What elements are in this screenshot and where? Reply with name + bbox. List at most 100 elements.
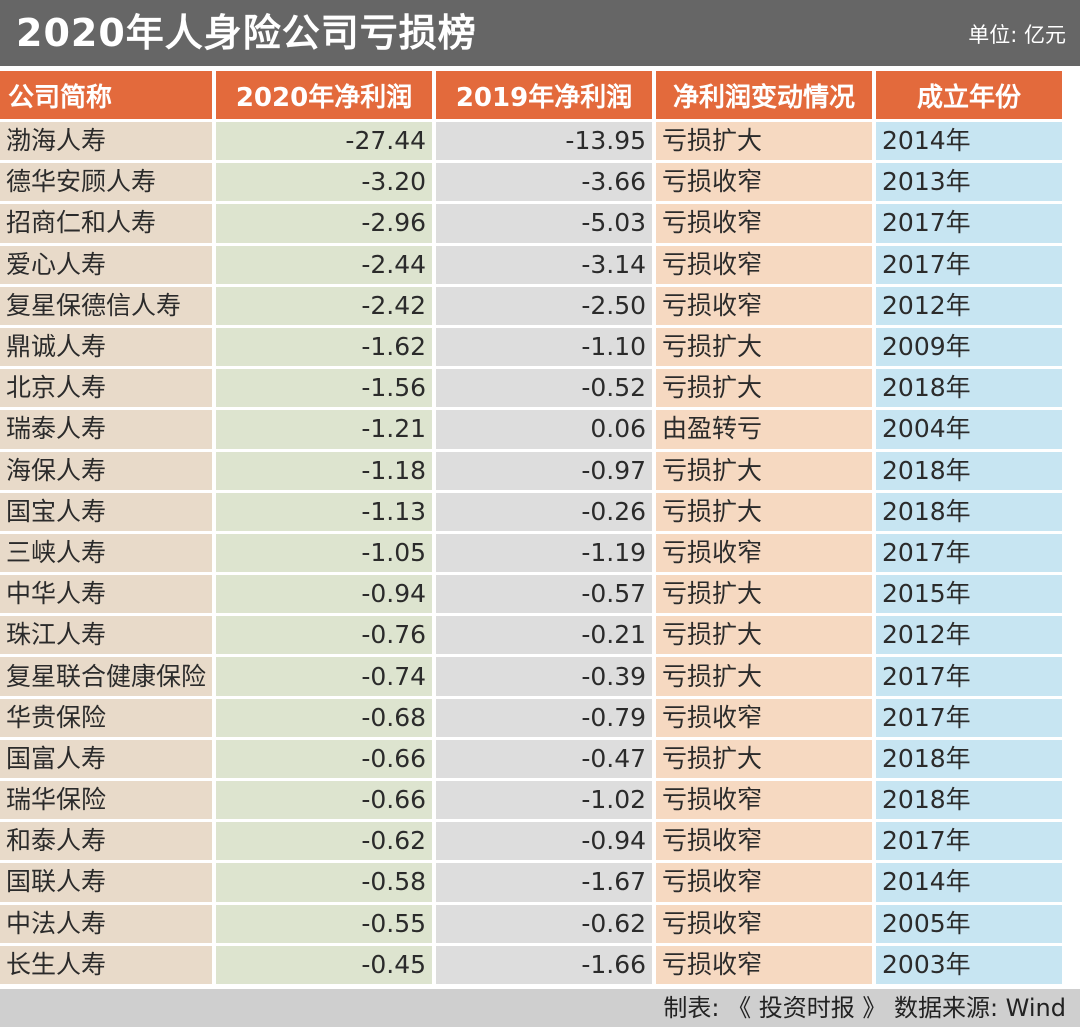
cell-2019-profit: 0.06 [436, 410, 653, 449]
cell-2019-profit: -0.62 [436, 904, 653, 943]
table-row: 北京人寿 -1.56 -0.52 亏损扩大 2018年 [0, 369, 1063, 408]
cell-company: 三峡人寿 [0, 533, 213, 573]
table-row: 复星保德信人寿 -2.42 -2.50 亏损收窄 2012年 [0, 286, 1063, 325]
cell-company: 珠江人寿 [0, 616, 213, 655]
cell-company: 长生人寿 [0, 945, 213, 984]
table-row: 中华人寿 -0.94 -0.57 亏损扩大 2015年 [0, 575, 1063, 614]
cell-founded-year: 2014年 [876, 863, 1063, 902]
source-note: 制表: 《 投资时报 》 数据来源: Wind [663, 994, 1066, 1022]
cell-profit-change: 亏损扩大 [656, 122, 873, 161]
cell-2020-profit: -1.13 [216, 492, 433, 531]
cell-2020-profit: -0.74 [216, 657, 433, 696]
table-row: 三峡人寿 -1.05 -1.19 亏损收窄 2017年 [0, 533, 1063, 573]
cell-2020-profit: -1.21 [216, 410, 433, 449]
cell-2019-profit: -1.19 [436, 533, 653, 573]
table-row: 渤海人寿 -27.44 -13.95 亏损扩大 2014年 [0, 122, 1063, 161]
cell-founded-year: 2013年 [876, 163, 1063, 202]
cell-founded-year: 2017年 [876, 245, 1063, 284]
cell-profit-change: 亏损收窄 [656, 245, 873, 284]
cell-2020-profit: -0.66 [216, 739, 433, 778]
cell-2019-profit: -0.39 [436, 657, 653, 696]
cell-company: 北京人寿 [0, 369, 213, 408]
cell-company: 华贵保险 [0, 698, 213, 737]
cell-2019-profit: -0.26 [436, 492, 653, 531]
cell-2020-profit: -27.44 [216, 122, 433, 161]
cell-company: 德华安顾人寿 [0, 163, 213, 202]
cell-2020-profit: -1.56 [216, 369, 433, 408]
header-row: 公司简称 2020年净利润 2019年净利润 净利润变动情况 成立年份 [0, 71, 1063, 119]
table-row: 和泰人寿 -0.62 -0.94 亏损收窄 2017年 [0, 822, 1063, 861]
cell-company: 中法人寿 [0, 904, 213, 943]
cell-founded-year: 2017年 [876, 204, 1063, 243]
cell-company: 复星联合健康保险 [0, 657, 213, 696]
cell-founded-year: 2009年 [876, 327, 1063, 367]
cell-2020-profit: -2.44 [216, 245, 433, 284]
cell-founded-year: 2012年 [876, 286, 1063, 325]
cell-profit-change: 亏损收窄 [656, 698, 873, 737]
cell-profit-change: 亏损收窄 [656, 163, 873, 202]
cell-company: 国宝人寿 [0, 492, 213, 531]
cell-profit-change: 亏损收窄 [656, 781, 873, 820]
cell-founded-year: 2018年 [876, 492, 1063, 531]
cell-founded-year: 2018年 [876, 781, 1063, 820]
cell-profit-change: 亏损扩大 [656, 369, 873, 408]
cell-company: 和泰人寿 [0, 822, 213, 861]
cell-2019-profit: -2.50 [436, 286, 653, 325]
cell-founded-year: 2018年 [876, 369, 1063, 408]
cell-company: 渤海人寿 [0, 122, 213, 161]
cell-company: 海保人寿 [0, 451, 213, 490]
cell-founded-year: 2012年 [876, 616, 1063, 655]
table-row: 复星联合健康保险 -0.74 -0.39 亏损扩大 2017年 [0, 657, 1063, 696]
cell-founded-year: 2017年 [876, 657, 1063, 696]
cell-profit-change: 亏损收窄 [656, 204, 873, 243]
cell-company: 中华人寿 [0, 575, 213, 614]
cell-company: 爱心人寿 [0, 245, 213, 284]
cell-profit-change: 亏损收窄 [656, 904, 873, 943]
cell-2019-profit: -0.47 [436, 739, 653, 778]
cell-profit-change: 由盈转亏 [656, 410, 873, 449]
table-row: 瑞华保险 -0.66 -1.02 亏损收窄 2018年 [0, 781, 1063, 820]
cell-2019-profit: -0.94 [436, 822, 653, 861]
cell-2019-profit: -0.57 [436, 575, 653, 614]
cell-profit-change: 亏损收窄 [656, 822, 873, 861]
col-header-2020-profit: 2020年净利润 [216, 71, 433, 119]
loss-ranking-table: 公司简称 2020年净利润 2019年净利润 净利润变动情况 成立年份 渤海人寿… [0, 68, 1066, 987]
cell-2020-profit: -0.94 [216, 575, 433, 614]
cell-company: 复星保德信人寿 [0, 286, 213, 325]
cell-company: 国富人寿 [0, 739, 213, 778]
cell-2019-profit: -3.66 [436, 163, 653, 202]
cell-2020-profit: -1.62 [216, 327, 433, 367]
cell-2020-profit: -1.05 [216, 533, 433, 573]
col-header-company: 公司简称 [0, 71, 213, 119]
cell-founded-year: 2018年 [876, 739, 1063, 778]
cell-founded-year: 2015年 [876, 575, 1063, 614]
table-row: 鼎诚人寿 -1.62 -1.10 亏损扩大 2009年 [0, 327, 1063, 367]
table-body: 渤海人寿 -27.44 -13.95 亏损扩大 2014年 德华安顾人寿 -3.20 -3.6… [0, 122, 1063, 984]
cell-2020-profit: -0.55 [216, 904, 433, 943]
cell-2020-profit: -0.58 [216, 863, 433, 902]
cell-2019-profit: -1.66 [436, 945, 653, 984]
cell-2020-profit: -0.45 [216, 945, 433, 984]
cell-2020-profit: -2.96 [216, 204, 433, 243]
cell-2019-profit: -0.21 [436, 616, 653, 655]
table-row: 长生人寿 -0.45 -1.66 亏损收窄 2003年 [0, 945, 1063, 984]
title-bar: 2020年人身险公司亏损榜 单位: 亿元 [0, 0, 1080, 66]
cell-2020-profit: -1.18 [216, 451, 433, 490]
cell-2020-profit: -2.42 [216, 286, 433, 325]
col-header-2019-profit: 2019年净利润 [436, 71, 653, 119]
cell-2020-profit: -0.76 [216, 616, 433, 655]
table-row: 德华安顾人寿 -3.20 -3.66 亏损收窄 2013年 [0, 163, 1063, 202]
cell-2019-profit: -5.03 [436, 204, 653, 243]
cell-profit-change: 亏损扩大 [656, 657, 873, 696]
table-row: 爱心人寿 -2.44 -3.14 亏损收窄 2017年 [0, 245, 1063, 284]
cell-2019-profit: -0.52 [436, 369, 653, 408]
cell-2020-profit: -3.20 [216, 163, 433, 202]
cell-profit-change: 亏损扩大 [656, 492, 873, 531]
unit-label: 单位: 亿元 [968, 23, 1066, 47]
cell-company: 鼎诚人寿 [0, 327, 213, 367]
cell-profit-change: 亏损扩大 [656, 616, 873, 655]
cell-company: 瑞泰人寿 [0, 410, 213, 449]
cell-company: 国联人寿 [0, 863, 213, 902]
cell-profit-change: 亏损收窄 [656, 286, 873, 325]
cell-2020-profit: -0.62 [216, 822, 433, 861]
